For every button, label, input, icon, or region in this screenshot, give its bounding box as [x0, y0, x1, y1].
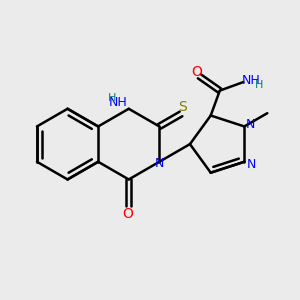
Text: H: H: [108, 94, 117, 103]
Text: N: N: [155, 157, 164, 170]
Text: NH: NH: [242, 74, 261, 87]
Text: N: N: [246, 118, 256, 131]
Text: S: S: [178, 100, 187, 114]
Text: N: N: [247, 158, 256, 171]
Text: O: O: [122, 207, 133, 221]
Text: NH: NH: [109, 96, 128, 110]
Text: O: O: [191, 65, 202, 79]
Text: H: H: [255, 80, 264, 90]
